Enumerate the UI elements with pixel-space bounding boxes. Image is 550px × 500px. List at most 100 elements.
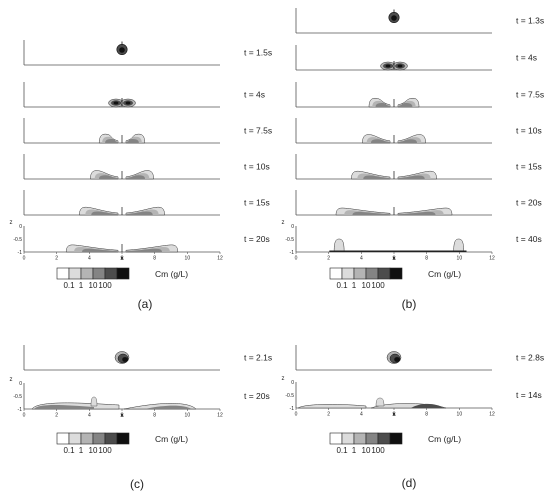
time-label: t = 10s bbox=[244, 162, 270, 172]
lobe-core bbox=[397, 64, 403, 68]
x-tick-label: 12 bbox=[217, 256, 223, 262]
x-axis-label: x bbox=[392, 256, 396, 262]
z-tick-label: -0.5 bbox=[13, 237, 22, 243]
lobe-inner bbox=[398, 139, 418, 143]
z-tick-label: 0 bbox=[291, 380, 294, 386]
lobe-inner bbox=[126, 138, 139, 143]
lobe-inner bbox=[126, 175, 146, 179]
time-label: t = 10s bbox=[516, 126, 542, 136]
x-tick-label: 12 bbox=[217, 413, 223, 419]
x-axis-label: x bbox=[392, 412, 396, 418]
frame-3-1: t = 2.1s bbox=[23, 345, 272, 371]
colorbar-swatch bbox=[80, 267, 94, 280]
x-tick-label: 6 bbox=[121, 256, 124, 262]
x-tick-label: 10 bbox=[457, 256, 463, 262]
frame-1-5: t = 15s bbox=[23, 190, 270, 216]
x-tick-label: 4 bbox=[360, 412, 363, 418]
colorbar-swatch bbox=[389, 432, 403, 445]
colorbar-title: Cm (g/L) bbox=[428, 434, 461, 444]
x-tick-label: 10 bbox=[457, 412, 463, 418]
colorbar-swatch bbox=[341, 267, 355, 280]
x-tick-label: 4 bbox=[360, 256, 363, 262]
colorbar-tick-label: 0.1 bbox=[63, 281, 75, 290]
z-tick-label: 0 bbox=[19, 381, 22, 387]
frame-1-3: t = 7.5s bbox=[23, 118, 272, 144]
time-label: t = 4s bbox=[244, 90, 265, 100]
current-left-core bbox=[34, 405, 94, 409]
lobe-inner bbox=[398, 175, 425, 179]
z-tick-label: -0.5 bbox=[285, 393, 294, 399]
frame-1-4: t = 10s bbox=[23, 154, 270, 180]
z-axis-label: z bbox=[10, 220, 13, 226]
time-label: t = 15s bbox=[244, 198, 270, 208]
plume-mid bbox=[90, 396, 98, 407]
colorbar-title: Cm (g/L) bbox=[155, 434, 188, 444]
x-axis-label: x bbox=[120, 256, 124, 262]
z-axis-label: z bbox=[282, 376, 285, 382]
x-tick-label: 6 bbox=[121, 413, 124, 419]
colorbar-tick-label: 100 bbox=[371, 281, 385, 290]
z-tick-label: -1 bbox=[290, 406, 295, 412]
panel-label: (d) bbox=[402, 476, 417, 490]
x-tick-label: 0 bbox=[295, 412, 298, 418]
panel-a: t = 1.5s t = 4s t = 7.5s t = 10s t = 15s t = … bbox=[10, 40, 272, 311]
colorbar-swatch bbox=[353, 432, 367, 445]
current-right-core bbox=[144, 405, 192, 409]
x-tick-label: 8 bbox=[153, 256, 156, 262]
x-axis-label: x bbox=[120, 413, 124, 419]
frame-2-4: t = 10s bbox=[295, 118, 542, 144]
drop-core bbox=[391, 15, 397, 21]
time-label: t = 1.5s bbox=[244, 48, 272, 58]
lobe-core bbox=[385, 64, 391, 68]
drop-core bbox=[122, 357, 128, 362]
time-label: t = 20s bbox=[244, 391, 270, 401]
x-tick-label: 0 bbox=[23, 256, 26, 262]
current-left bbox=[297, 404, 367, 409]
x-tick-label: 0 bbox=[295, 256, 298, 262]
lobe-inner bbox=[105, 138, 118, 143]
x-tick-label: 4 bbox=[88, 256, 91, 262]
x-tick-label: 2 bbox=[55, 256, 58, 262]
colorbar-swatch bbox=[92, 267, 106, 280]
lobe-inner bbox=[82, 248, 118, 252]
lobe-inner bbox=[370, 139, 390, 143]
z-tick-label: -1 bbox=[18, 250, 23, 256]
x-tick-label: 2 bbox=[327, 412, 330, 418]
x-tick-label: 6 bbox=[393, 256, 396, 262]
frame-2-6: t = 20s bbox=[295, 190, 542, 216]
colorbar-tick-label: 1 bbox=[352, 281, 357, 290]
colorbar-swatch bbox=[92, 432, 106, 445]
plume-left bbox=[333, 238, 345, 252]
colorbar-swatch bbox=[104, 267, 118, 280]
z-tick-label: -0.5 bbox=[285, 237, 294, 243]
lobe-inner bbox=[126, 248, 162, 252]
lobe-core bbox=[113, 101, 119, 105]
panel-label: (b) bbox=[402, 297, 417, 311]
colorbar-swatch bbox=[353, 267, 367, 280]
colorbar-tick-label: 10 bbox=[89, 281, 98, 290]
panel-b: t = 1.3s t = 4s t = 7.5s t = 10s t = 15s t = … bbox=[282, 8, 544, 311]
colorbar-swatch bbox=[389, 267, 403, 280]
x-tick-label: 4 bbox=[88, 413, 91, 419]
frame-1-1: t = 1.5s bbox=[23, 40, 272, 66]
x-tick-label: 12 bbox=[489, 256, 495, 262]
time-label: t = 20s bbox=[516, 198, 542, 208]
colorbar-swatch bbox=[56, 432, 70, 445]
z-axis-label: z bbox=[282, 220, 285, 226]
colorbar-tick-label: 0.1 bbox=[336, 446, 348, 455]
time-label: t = 40s bbox=[516, 234, 542, 244]
drop-core bbox=[119, 47, 125, 53]
time-label: t = 7.5s bbox=[244, 126, 272, 136]
lobe-inner bbox=[375, 103, 390, 107]
x-tick-label: 10 bbox=[185, 413, 191, 419]
lobe-inner bbox=[91, 211, 118, 215]
time-label: t = 2.8s bbox=[516, 353, 544, 363]
time-label: t = 4s bbox=[516, 53, 537, 63]
lobe-inner bbox=[398, 211, 436, 215]
colorbar-swatch bbox=[377, 432, 391, 445]
colorbar: 0.1 1 10 100 Cm (g/L) bbox=[56, 267, 188, 290]
colorbar-swatch bbox=[68, 432, 82, 445]
